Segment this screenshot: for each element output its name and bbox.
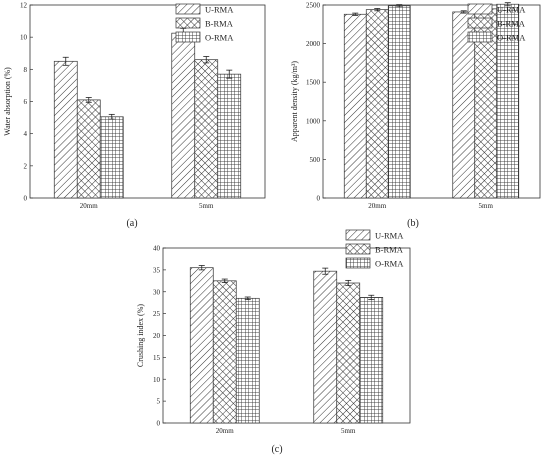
y-tick-label: 2000 [306,40,321,48]
chart-panel-2: 0 500 1000 1500 2000 2500 Apparent density (kg… [290,2,541,229]
legend: U-RMA B-RMA O-RMA [175,3,234,43]
bar-u-rma [53,60,78,199]
y-tick-label: 0 [24,195,28,203]
chart-panel-1: 0 2 4 6 8 10 12 Water absorption (%) 20mm 5mm U-RM… [3,2,266,229]
y-axis-label: Crushing index (%) [136,304,145,367]
legend-swatch-o-rma [467,31,493,43]
bar-b-rma [336,282,361,424]
legend-label: B-RMA [375,245,404,255]
y-tick-label: 20 [153,332,161,340]
panel-label: (c) [271,444,282,455]
x-tick-label: 20mm [216,427,234,435]
y-tick-label: 2500 [306,2,321,10]
x-tick-label: 20mm [368,202,386,210]
y-tick-label: 5 [157,398,161,406]
legend: U-RMA B-RMA O-RMA [467,3,526,43]
bar-u-rma [313,270,338,424]
y-tick-label: 10 [20,34,28,42]
bar-o-rma [387,5,411,199]
y-tick-label: 35 [153,266,161,274]
bar-o-rma [99,116,124,199]
legend-swatch-o-rma [345,257,371,269]
legend-label: B-RMA [497,19,526,29]
legend-swatch-u-rma [467,3,493,15]
legend-label: O-RMA [497,33,526,43]
y-tick-label: 8 [24,66,28,74]
legend-swatch-b-rma [175,17,201,29]
bar-b-rma [365,9,389,199]
x-tick-label: 5mm [199,202,214,210]
y-tick-label: 2 [24,162,28,170]
chart-panel-3: 0 5 10 15 20 25 30 35 40 Crushing index (%) 20mm 5m… [136,229,411,455]
y-tick-label: 500 [310,156,321,164]
legend-label: O-RMA [205,33,234,43]
legend-label: B-RMA [205,19,234,29]
legend-label: U-RMA [375,231,404,241]
panel-label: (a) [126,218,137,229]
y-axis-label: Water absorption (%) [3,67,12,136]
plot-frame [322,4,541,199]
y-tick-label: 25 [153,310,161,318]
legend-swatch-u-rma [345,229,371,241]
bar-u-rma [189,267,214,424]
legend-label: U-RMA [497,5,526,15]
bar-b-rma [194,59,219,199]
y-tick-label: 10 [153,376,161,384]
y-tick-label: 15 [153,354,161,362]
y-tick-label: 6 [24,98,28,106]
y-axis-label: Apparent density (kg/m³) [290,61,299,142]
bar-o-rma [359,297,384,424]
panel-label: (b) [407,218,419,229]
legend-swatch-o-rma [175,31,201,43]
x-tick-label: 5mm [341,427,356,435]
legend-swatch-u-rma [175,3,201,15]
y-tick-label: 40 [153,245,161,253]
legend-swatch-b-rma [467,17,493,29]
x-tick-label: 5mm [479,202,494,210]
legend-label: O-RMA [375,259,404,269]
y-tick-label: 0 [157,420,161,428]
y-tick-label: 12 [20,2,28,10]
y-tick-label: 30 [153,288,161,296]
bar-o-rma [235,297,260,424]
y-tick-label: 1500 [306,79,321,87]
bar-u-rma [171,32,196,199]
legend-label: U-RMA [205,5,234,15]
legend: U-RMA B-RMA O-RMA [345,229,404,269]
bar-u-rma [343,13,367,199]
legend-swatch-b-rma [345,243,371,255]
y-tick-label: 4 [24,130,28,138]
y-tick-label: 1000 [306,117,321,125]
x-tick-label: 20mm [80,202,98,210]
bar-o-rma [217,73,242,199]
y-tick-label: 0 [317,195,321,203]
bar-b-rma [212,280,237,424]
bar-b-rma [76,99,101,199]
